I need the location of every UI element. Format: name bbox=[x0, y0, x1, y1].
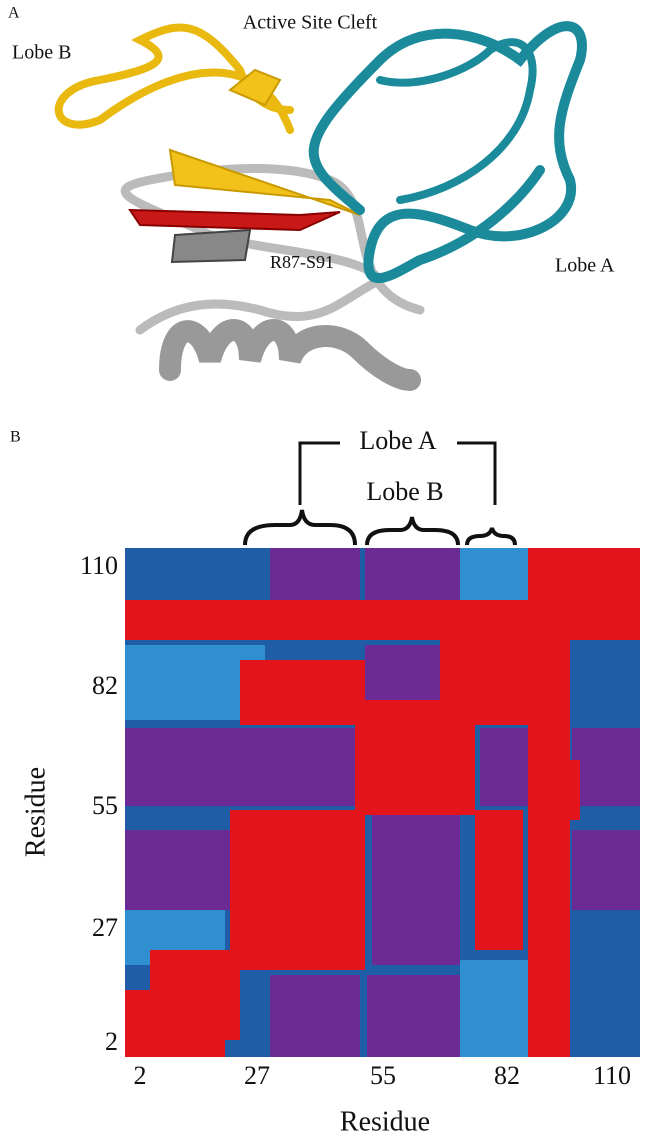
bracket-label: Lobe A bbox=[359, 426, 436, 455]
annotation: Active Site Cleft bbox=[243, 12, 378, 34]
y-tick-label: 110 bbox=[80, 551, 118, 580]
annotation: R87-S91 bbox=[270, 252, 334, 272]
annotation: Lobe A bbox=[555, 255, 615, 277]
axis-title: Residue bbox=[20, 767, 51, 857]
y-tick-label: 27 bbox=[92, 913, 118, 942]
x-tick-label: 27 bbox=[244, 1061, 270, 1090]
figure: A Active Site Cleft Lobe B R87-S91 Lobe … bbox=[0, 0, 647, 1142]
y-tick-label: 2 bbox=[105, 1027, 118, 1056]
ribbon-diagram bbox=[59, 26, 582, 380]
panel-b: B Lobe A Lobe B bbox=[10, 426, 640, 1057]
x-tick-label: 82 bbox=[494, 1061, 520, 1090]
braces bbox=[245, 510, 515, 545]
heatmap bbox=[125, 548, 640, 1057]
x-tick-label: 2 bbox=[134, 1061, 147, 1090]
axis-title: Residue bbox=[340, 1106, 430, 1137]
y-tick-label: 55 bbox=[92, 791, 118, 820]
x-tick-label: 55 bbox=[370, 1061, 396, 1090]
panel-a: A Active Site Cleft Lobe B R87-S91 Lobe … bbox=[8, 5, 615, 380]
panel-label: B bbox=[10, 429, 21, 446]
bracket-label: Lobe B bbox=[366, 477, 443, 506]
annotation: Lobe B bbox=[12, 42, 71, 64]
y-tick-label: 82 bbox=[92, 671, 118, 700]
panel-label: A bbox=[8, 5, 20, 22]
x-tick-label: 110 bbox=[593, 1061, 631, 1090]
